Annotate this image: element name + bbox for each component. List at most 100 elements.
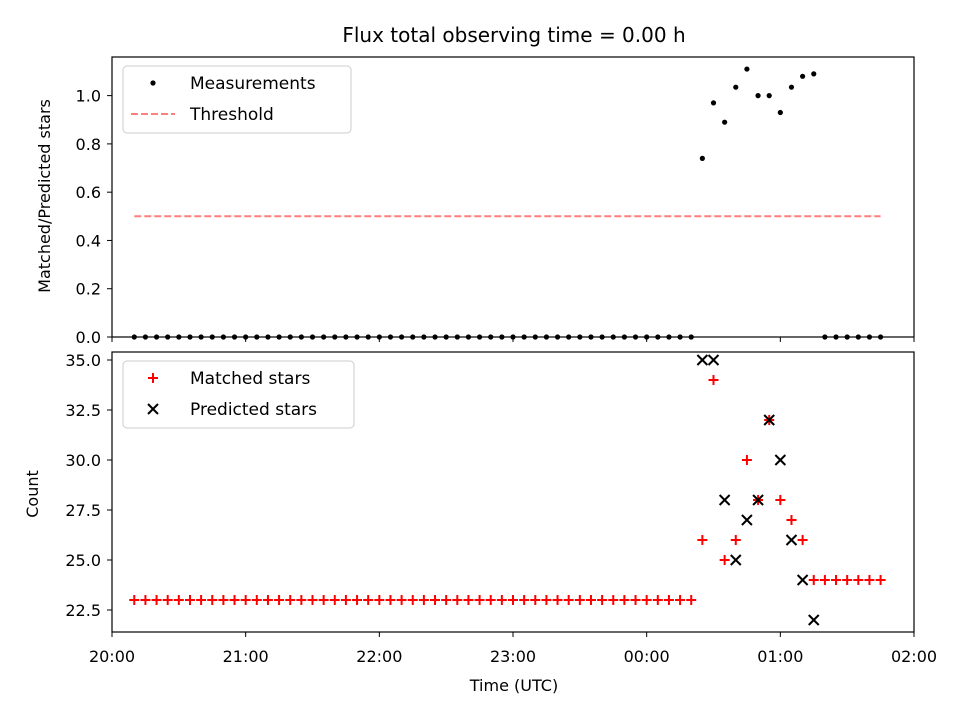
data-point	[808, 575, 819, 585]
data-point	[707, 354, 720, 366]
data-point	[777, 109, 783, 116]
data-point	[285, 595, 296, 605]
data-point	[196, 595, 207, 605]
y-tick-label: 35.0	[65, 351, 101, 370]
data-point	[718, 494, 731, 506]
plot-frame	[111, 56, 915, 338]
data-point	[608, 595, 619, 605]
legend-swatch	[148, 373, 158, 383]
legend-swatch	[147, 403, 159, 415]
y-tick-label: 30.0	[65, 451, 101, 470]
data-point	[585, 595, 596, 605]
panel-measurements: 0.0 0.2 0.4 0.6 0.8 1.0 Measurements Threshold	[76, 56, 915, 347]
data-point	[730, 535, 741, 545]
data-point	[274, 595, 285, 605]
x-tick-label: 00:00	[624, 647, 670, 666]
data-point	[699, 155, 705, 161]
data-point	[811, 71, 817, 77]
data-point	[785, 534, 798, 546]
data-point	[597, 595, 608, 605]
data-point	[755, 93, 761, 99]
legend-label: Predicted stars	[190, 400, 317, 420]
data-point	[262, 595, 273, 605]
legend-label: Threshold	[189, 105, 274, 125]
data-point	[296, 595, 307, 605]
y-tick-label: 32.5	[65, 401, 101, 420]
x-tick-label: 02:00	[891, 647, 937, 666]
data-point	[744, 66, 750, 72]
data-point	[641, 595, 652, 605]
data-point	[652, 595, 663, 605]
data-point	[340, 595, 351, 605]
data-point	[708, 375, 719, 385]
data-point	[696, 354, 709, 366]
data-point	[763, 414, 775, 426]
data-point	[710, 100, 717, 106]
data-point	[519, 595, 530, 605]
data-point	[563, 595, 574, 605]
y-tick-label: 22.5	[65, 601, 101, 620]
y-tick-label: 0.6	[76, 183, 101, 202]
data-point	[831, 575, 842, 585]
data-point	[853, 575, 864, 585]
y-axis-label-bottom: Count	[23, 470, 42, 518]
data-point	[774, 454, 787, 466]
data-point	[363, 595, 374, 605]
data-point	[541, 595, 552, 605]
data-point	[251, 595, 262, 605]
data-point	[140, 595, 151, 605]
data-point	[151, 595, 162, 605]
data-point	[162, 595, 173, 605]
data-point	[430, 595, 441, 605]
data-point	[441, 595, 452, 605]
data-point	[385, 595, 396, 605]
y-tick-label: 25.0	[65, 551, 101, 570]
x-tick-label: 23:00	[490, 647, 536, 666]
data-point	[129, 595, 140, 605]
data-point	[574, 595, 585, 605]
data-point	[218, 595, 229, 605]
data-point	[474, 595, 485, 605]
data-point	[307, 595, 318, 605]
x-tick-label: 20:00	[89, 647, 135, 666]
legend: Measurements Threshold	[122, 65, 352, 134]
data-point	[697, 535, 708, 545]
data-point	[842, 575, 853, 585]
legend-box	[122, 360, 355, 429]
chart-title: Flux total observing time = 0.00 h	[342, 23, 685, 47]
data-point	[875, 575, 886, 585]
data-point	[730, 554, 742, 566]
data-point	[396, 595, 407, 605]
x-axis-label: Time (UTC)	[469, 676, 558, 695]
data-point	[733, 84, 739, 90]
data-point	[796, 574, 809, 586]
series-matched-stars	[129, 375, 886, 605]
legend-label: Measurements	[190, 74, 316, 94]
data-point	[452, 595, 463, 605]
data-point	[619, 595, 630, 605]
data-point	[530, 595, 541, 605]
series-predicted-stars	[696, 354, 820, 626]
y-tick-label: 0.0	[76, 328, 101, 347]
y-axis-label-top: Matched/Predicted stars	[35, 99, 54, 293]
data-point	[184, 595, 195, 605]
legend-label: Matched stars	[190, 369, 310, 389]
legend: Matched stars Predicted stars	[122, 360, 355, 429]
data-point	[719, 555, 730, 565]
data-point	[752, 494, 764, 506]
x-tick-label: 01:00	[757, 647, 803, 666]
data-point	[766, 93, 772, 99]
y-tick-label: 0.4	[76, 231, 101, 250]
data-point	[808, 614, 820, 626]
data-point	[800, 73, 806, 79]
x-tick-label: 22:00	[356, 647, 402, 666]
data-point	[352, 595, 363, 605]
data-point	[864, 575, 875, 585]
data-point	[229, 595, 240, 605]
legend-box	[122, 65, 352, 134]
data-point	[508, 595, 518, 605]
data-point	[374, 595, 385, 605]
data-point	[797, 535, 808, 545]
data-point	[675, 595, 686, 605]
